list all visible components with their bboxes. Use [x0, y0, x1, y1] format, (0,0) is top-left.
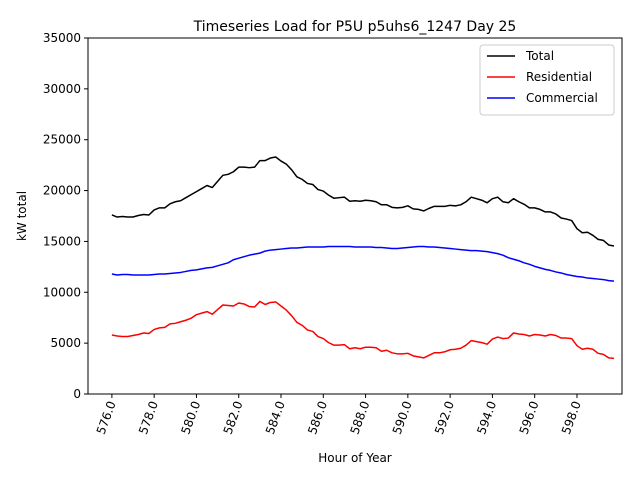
chart-title: Timeseries Load for P5U p5uhs6_1247 Day …: [193, 19, 517, 35]
legend-label-commercial: Commercial: [526, 91, 598, 105]
series-line-total: [111, 156, 615, 247]
x-tick-label: 598.0: [559, 399, 584, 436]
y-tick-label: 30000: [43, 82, 81, 96]
y-tick-label: 5000: [50, 336, 81, 350]
series-line-commercial: [111, 245, 615, 282]
x-tick-label: 590.0: [390, 399, 415, 436]
x-tick-label: 576.0: [94, 399, 119, 436]
y-tick-label: 20000: [43, 184, 81, 198]
legend: Total Residential Commercial: [479, 44, 615, 116]
series-line-residential: [111, 300, 615, 360]
y-axis-label: kW total: [15, 191, 29, 241]
x-tick-label: 578.0: [136, 399, 161, 436]
y-tick-label: 15000: [43, 234, 81, 248]
legend-label-total: Total: [525, 49, 554, 63]
y-tick-label: 10000: [43, 285, 81, 299]
legend-label-residential: Residential: [526, 70, 592, 84]
x-tick-label: 592.0: [432, 399, 457, 436]
x-tick-label: 588.0: [347, 399, 372, 436]
x-tick-label: 584.0: [263, 399, 288, 436]
y-tick-label: 0: [73, 387, 81, 401]
x-tick-label: 580.0: [178, 399, 203, 436]
x-tick-label: 594.0: [474, 399, 499, 436]
x-axis-label: Hour of Year: [318, 451, 392, 465]
x-tick-label: 586.0: [305, 399, 330, 436]
y-tick-label: 25000: [43, 133, 81, 147]
x-tick-label: 582.0: [221, 399, 246, 436]
y-tick-label: 35000: [43, 31, 81, 45]
x-tick-label: 596.0: [517, 399, 542, 436]
plot-area-frame: [87, 37, 623, 395]
